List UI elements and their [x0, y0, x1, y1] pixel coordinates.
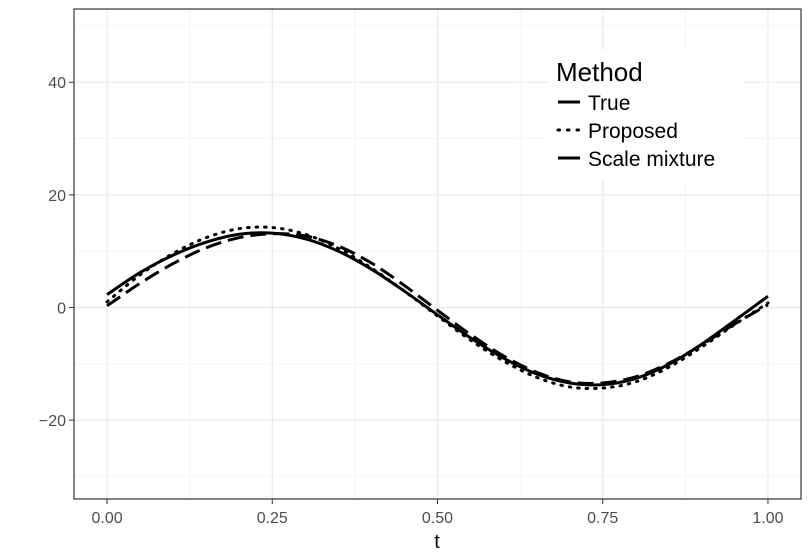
- legend-label: Scale mixture: [588, 148, 715, 171]
- legend-label: Proposed: [588, 120, 678, 143]
- legend: Method True Proposed Scale mixture: [548, 50, 743, 180]
- y-tick-label: 40: [48, 75, 66, 92]
- legend-title: Method: [556, 57, 643, 87]
- series-line-proposed: [105, 225, 770, 391]
- legend-label: True: [588, 92, 630, 115]
- legend-items: True Proposed Scale mixture: [556, 92, 715, 171]
- x-tick-label: 0.00: [91, 510, 122, 527]
- series-lines: [105, 225, 770, 391]
- x-tick-label: 0.25: [257, 510, 288, 527]
- x-tick-label: 0.50: [422, 510, 453, 527]
- x-axis-ticks: 0.00 0.25 0.50 0.75 1.00: [91, 499, 784, 527]
- major-gridlines: [74, 9, 801, 499]
- y-tick-label: 20: [48, 188, 66, 205]
- legend-background: [548, 50, 743, 180]
- series-line-scale-mixture: [106, 232, 769, 385]
- y-axis-ticks: −20 0 20 40: [39, 75, 74, 430]
- x-tick-label: 1.00: [752, 510, 783, 527]
- x-axis-title: t: [434, 531, 440, 553]
- x-tick-label: 0.75: [587, 510, 618, 527]
- y-tick-label: 0: [57, 301, 66, 318]
- y-tick-label: −20: [39, 413, 66, 430]
